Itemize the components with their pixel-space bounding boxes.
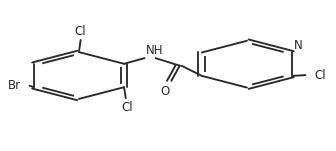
Text: N: N — [294, 39, 302, 52]
Text: Cl: Cl — [314, 69, 326, 82]
Text: NH: NH — [146, 44, 164, 57]
Text: O: O — [160, 85, 169, 98]
Text: Cl: Cl — [75, 25, 86, 38]
Text: Br: Br — [8, 79, 21, 92]
Text: Cl: Cl — [122, 101, 133, 114]
